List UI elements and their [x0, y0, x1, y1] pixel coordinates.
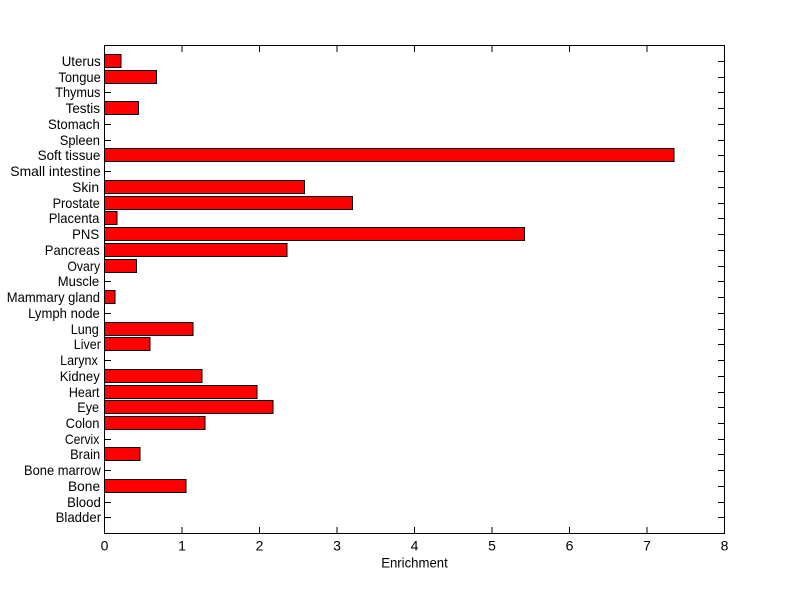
svg-text:Muscle: Muscle: [58, 273, 99, 289]
svg-text:Colon: Colon: [66, 415, 100, 431]
svg-text:Bladder: Bladder: [56, 509, 102, 525]
svg-text:Heart: Heart: [69, 384, 100, 400]
svg-text:6: 6: [566, 538, 574, 554]
svg-text:Cervix: Cervix: [65, 431, 99, 447]
svg-text:Brain: Brain: [70, 446, 100, 462]
svg-text:1: 1: [178, 538, 186, 554]
svg-text:Bone marrow: Bone marrow: [24, 462, 102, 478]
svg-text:Thymus: Thymus: [55, 84, 100, 100]
svg-text:Liver: Liver: [74, 336, 101, 352]
svg-text:Blood: Blood: [67, 494, 101, 510]
svg-text:7: 7: [643, 538, 651, 554]
svg-text:Lung: Lung: [71, 321, 99, 337]
svg-text:Eye: Eye: [77, 399, 99, 415]
svg-text:PNS: PNS: [72, 226, 99, 242]
svg-text:Small intestine: Small intestine: [10, 163, 101, 179]
svg-text:0: 0: [101, 538, 109, 554]
svg-text:Spleen: Spleen: [60, 132, 100, 148]
svg-text:Skin: Skin: [72, 179, 99, 195]
svg-text:Placenta: Placenta: [49, 210, 100, 226]
svg-text:Ovary: Ovary: [67, 258, 100, 274]
svg-text:Lymph node: Lymph node: [28, 305, 100, 321]
svg-text:Testis: Testis: [66, 100, 100, 116]
svg-text:8: 8: [721, 538, 729, 554]
svg-text:3: 3: [333, 538, 341, 554]
svg-text:Enrichment: Enrichment: [381, 555, 448, 571]
svg-text:Kidney: Kidney: [60, 368, 100, 384]
svg-text:Tongue: Tongue: [58, 69, 101, 85]
svg-text:5: 5: [488, 538, 496, 554]
svg-text:Larynx: Larynx: [60, 352, 98, 368]
svg-text:Soft tissue: Soft tissue: [38, 147, 101, 163]
svg-text:2: 2: [256, 538, 264, 554]
svg-text:Uterus: Uterus: [62, 53, 101, 69]
svg-text:Prostate: Prostate: [53, 195, 100, 211]
svg-text:Bone: Bone: [68, 478, 100, 494]
svg-text:Pancreas: Pancreas: [45, 242, 100, 258]
svg-text:Mammary gland: Mammary gland: [7, 289, 100, 305]
svg-text:4: 4: [411, 538, 419, 554]
svg-text:Stomach: Stomach: [48, 116, 100, 132]
